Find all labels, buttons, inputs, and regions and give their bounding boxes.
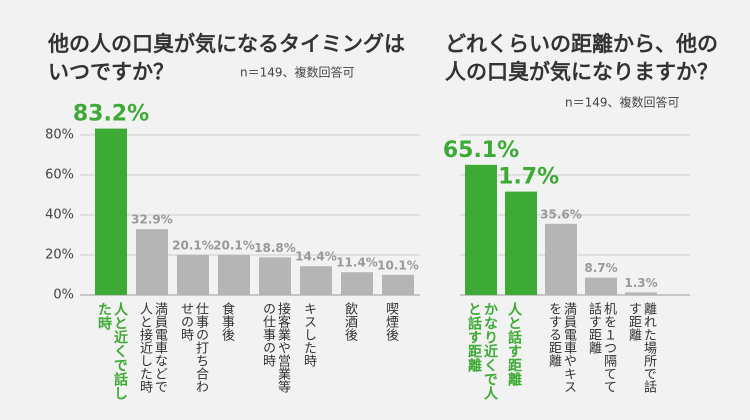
value-label: 32.9%: [131, 213, 173, 227]
bar: [300, 266, 332, 295]
y-tick-label: 20%: [45, 248, 74, 263]
y-tick-label: 60%: [45, 168, 74, 183]
x-tick-label: 机を１つ隔てて話す距離: [586, 302, 616, 393]
x-tick-label: キスした時: [301, 302, 316, 367]
value-label: 20.1%: [213, 238, 255, 252]
bar: [505, 191, 537, 295]
bar: [382, 274, 414, 295]
y-tick-label: 40%: [45, 208, 74, 223]
x-tick-label: 喫煙後: [383, 302, 398, 341]
subtitle: n＝149、複数回答可: [240, 65, 355, 80]
x-tick-label: 満員電車やキスをする距離: [546, 302, 576, 393]
chart-title: 人の口臭が気になりますか？: [445, 60, 718, 84]
subtitle: n＝149、複数回答可: [565, 95, 680, 110]
x-tick-label: 飲酒後: [342, 302, 357, 341]
x-tick-label: 満員電車などで人と接近した時: [137, 302, 167, 393]
x-tick-label: かなり近くで人と話す距離: [466, 302, 498, 400]
value-label: 83.2%: [73, 102, 149, 127]
x-tick-label: 仕事の打ち合わせの時: [178, 302, 208, 393]
bar: [625, 292, 657, 295]
value-label: 65.1%: [443, 138, 519, 163]
value-label: 18.8%: [254, 241, 296, 255]
value-label: 51.7%: [483, 165, 559, 190]
value-label: 1.3%: [624, 276, 657, 290]
x-tick-label: 離れた場所で話す距離: [626, 302, 656, 393]
value-label: 8.7%: [584, 261, 617, 275]
value-label: 35.6%: [540, 207, 582, 221]
bar: [585, 277, 617, 295]
x-tick-label: 人と近くで話した時: [96, 302, 128, 400]
y-tick-label: 80%: [45, 128, 74, 143]
chart-title: 他の人の口臭が気になるタイミングは: [47, 32, 405, 56]
bar: [136, 229, 168, 295]
x-tick-label: 食事後: [219, 302, 234, 341]
bar: [341, 272, 373, 295]
value-label: 10.1%: [377, 258, 419, 272]
bar: [545, 223, 577, 295]
value-label: 11.4%: [336, 256, 378, 270]
x-tick-label: 人と話す距離: [506, 302, 522, 386]
y-tick-label: 0%: [53, 288, 74, 303]
value-label: 14.4%: [295, 250, 337, 264]
chart-title: どれくらいの距離から、他の: [445, 32, 718, 56]
chart-title: いつですか？: [48, 60, 174, 84]
bar: [259, 257, 291, 295]
bar: [95, 128, 127, 295]
x-tick-label: 接客業や営業等の仕事の時: [260, 302, 290, 393]
bar: [465, 164, 497, 295]
bar: [177, 254, 209, 295]
value-label: 20.1%: [172, 238, 214, 252]
bar: [218, 254, 250, 295]
